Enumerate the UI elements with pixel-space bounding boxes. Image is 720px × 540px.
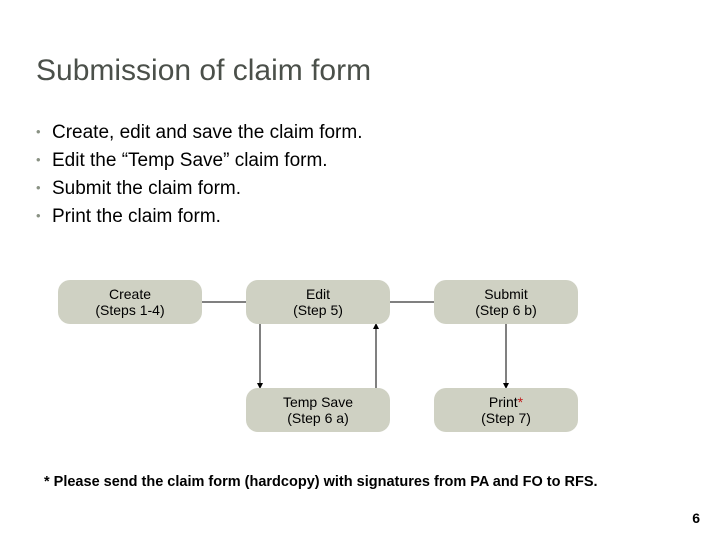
node-line1: Print* <box>489 394 523 410</box>
node-line1: Edit <box>306 286 330 302</box>
footnote: * Please send the claim form (hardcopy) … <box>44 474 598 490</box>
node-line2: (Steps 1-4) <box>95 302 164 318</box>
flowchart-node-edit: Edit(Step 5) <box>246 280 390 324</box>
node-line2: (Step 5) <box>293 302 343 318</box>
flowchart-node-tempsave: Temp Save(Step 6 a) <box>246 388 390 432</box>
flowchart: Create(Steps 1-4)Edit(Step 5)Submit(Step… <box>0 0 720 540</box>
flowchart-connectors <box>0 0 720 540</box>
node-line1: Submit <box>484 286 528 302</box>
flowchart-node-submit: Submit(Step 6 b) <box>434 280 578 324</box>
node-line2: (Step 6 a) <box>287 410 348 426</box>
flowchart-node-create: Create(Steps 1-4) <box>58 280 202 324</box>
node-line2: (Step 6 b) <box>475 302 536 318</box>
flowchart-node-print: Print*(Step 7) <box>434 388 578 432</box>
page-number: 6 <box>692 510 700 526</box>
asterisk-icon: * <box>518 394 523 410</box>
node-line2: (Step 7) <box>481 410 531 426</box>
node-line1: Temp Save <box>283 394 353 410</box>
node-line1: Create <box>109 286 151 302</box>
